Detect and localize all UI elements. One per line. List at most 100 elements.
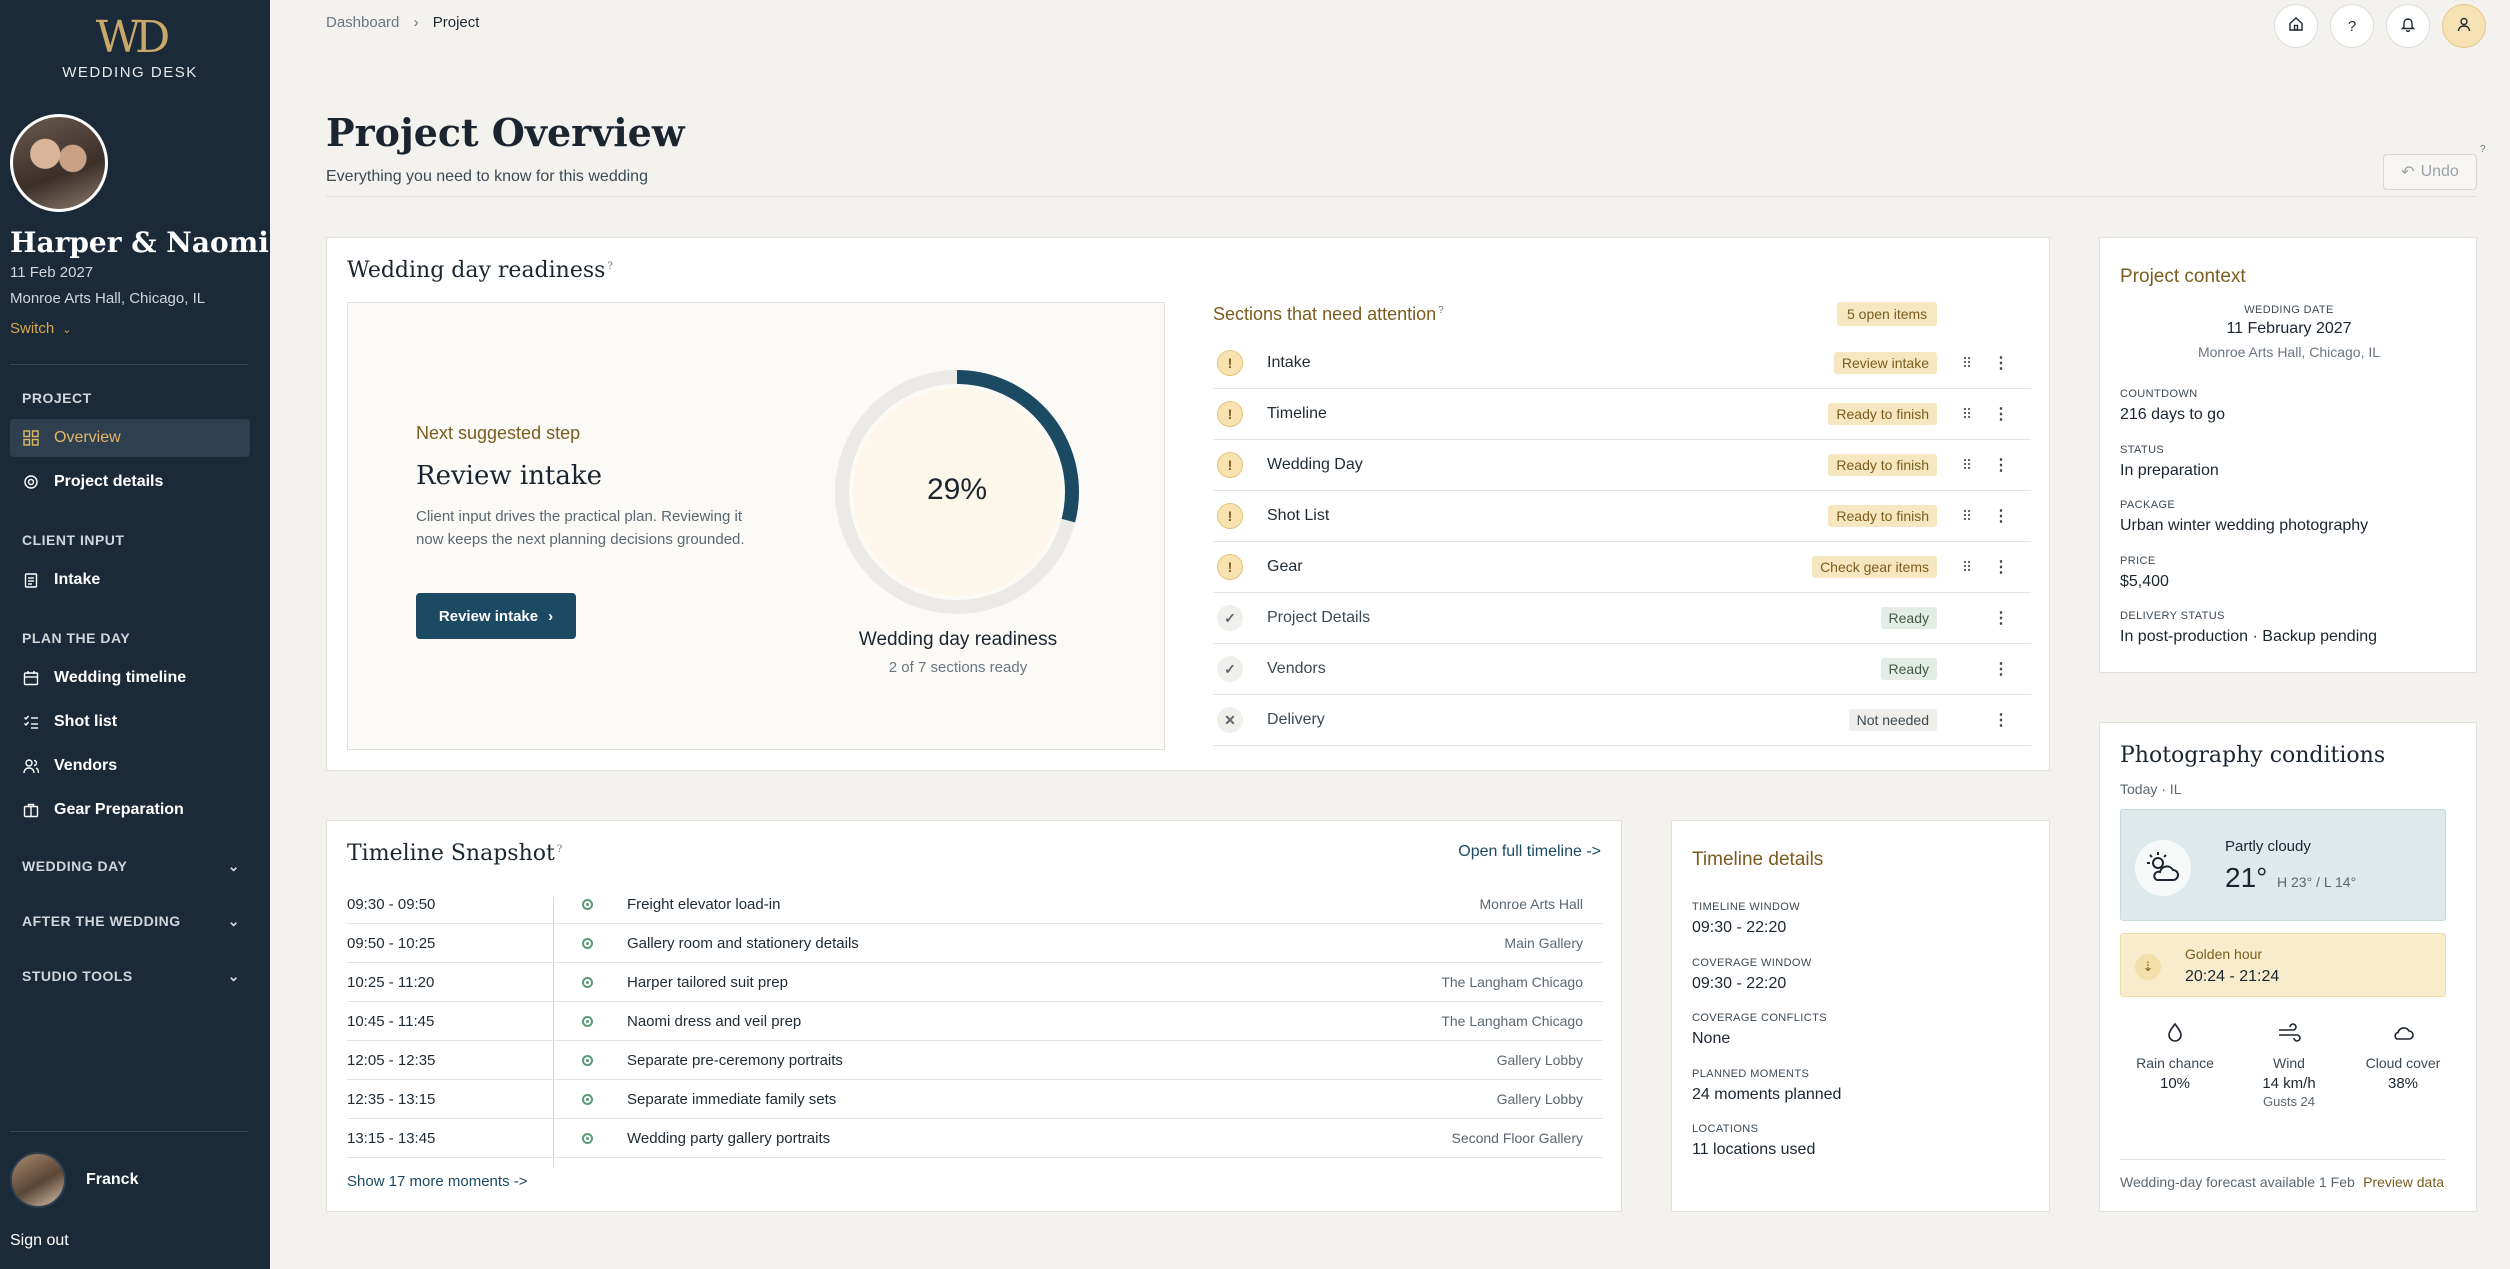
- field-value: 09:30 - 22:20: [1692, 975, 1787, 992]
- home-button[interactable]: [2274, 4, 2318, 48]
- review-intake-button[interactable]: Review intake ›: [416, 593, 576, 639]
- preview-data-link[interactable]: Preview data: [2363, 1174, 2444, 1190]
- ring-sublabel: 2 of 7 sections ready: [888, 659, 1028, 676]
- briefcase-icon: [22, 801, 40, 819]
- moment-title: Separate immediate family sets: [627, 1090, 837, 1108]
- photography-conditions-card: Photography conditions Today · IL Partly…: [2099, 722, 2477, 1212]
- timeline-row[interactable]: 09:30 - 09:50 Freight elevator load-in Mon…: [347, 885, 1603, 924]
- attention-row[interactable]: ! Gear Check gear items ⠿ ⋮: [1213, 542, 2031, 593]
- home-icon: [2288, 16, 2304, 37]
- ring-fill: [853, 388, 1061, 596]
- more-options-icon[interactable]: ⋮: [1993, 508, 2009, 525]
- more-options-icon[interactable]: ⋮: [1993, 610, 2009, 627]
- weather-temperature: 21°: [2225, 862, 2268, 893]
- rain-chance-metric: Rain chance 10%: [2120, 1019, 2230, 1092]
- sidebar-item-vendors[interactable]: Vendors: [10, 747, 250, 785]
- attention-row[interactable]: ! Timeline Ready to finish ⠿ ⋮: [1213, 389, 2031, 440]
- more-options-icon[interactable]: ⋮: [1993, 559, 2009, 576]
- field-label: TIMELINE WINDOW: [1692, 901, 1801, 913]
- timeline-row[interactable]: 10:25 - 11:20 Harper tailored suit prep Th…: [347, 963, 1603, 1002]
- sidebar-item-shot-list[interactable]: Shot list: [10, 703, 250, 741]
- timeline-snapshot-card: Timeline Snapshot? Open full timeline ->…: [326, 820, 1622, 1212]
- group-label: WEDDING DAY: [22, 858, 128, 874]
- status-field: STATUS In preparation: [2120, 444, 2219, 480]
- attention-row[interactable]: ✕ Delivery Not needed ⋮: [1213, 695, 2031, 746]
- timeline-row[interactable]: 10:45 - 11:45 Naomi dress and veil prep Th…: [347, 1002, 1603, 1041]
- metric-label: Wind: [2273, 1055, 2305, 1071]
- timeline-row[interactable]: 13:15 - 13:45 Wedding party gallery portr…: [347, 1119, 1603, 1158]
- golden-hour-value: 20:24 - 21:24: [2185, 968, 2280, 985]
- project-context-card: Project context WEDDING DATE 11 February…: [2099, 237, 2477, 673]
- attention-row[interactable]: ✓ Vendors Ready ⋮: [1213, 644, 2031, 695]
- wedding-date: 11 Feb 2027: [10, 264, 94, 281]
- section-client-input: CLIENT INPUT: [22, 532, 125, 548]
- sidebar: WD WEDDING DESK Harper & Naomi 11 Feb 20…: [0, 0, 270, 1269]
- help-icon[interactable]: ?: [556, 843, 563, 855]
- group-after-the-wedding[interactable]: AFTER THE WEDDING ⌄: [22, 913, 240, 930]
- readiness-card: Wedding day readiness? Next suggested st…: [326, 237, 2050, 771]
- account-button[interactable]: [2442, 4, 2486, 48]
- sidebar-item-overview[interactable]: Overview: [10, 419, 250, 457]
- sidebar-item-label: Wedding timeline: [54, 669, 187, 686]
- attention-row[interactable]: ✓ Project Details Ready ⋮: [1213, 593, 2031, 644]
- logo[interactable]: WD WEDDING DESK: [0, 14, 260, 82]
- more-options-icon[interactable]: ⋮: [1993, 355, 2009, 372]
- sunset-icon: ⇣: [2135, 954, 2161, 980]
- undo-button[interactable]: ↶ Undo: [2383, 154, 2477, 190]
- moment-time: 09:30 - 09:50: [347, 895, 436, 913]
- timeline-row[interactable]: 12:05 - 12:35 Separate pre-ceremony portr…: [347, 1041, 1603, 1080]
- user-profile[interactable]: Franck: [10, 1152, 138, 1208]
- breadcrumb-dashboard[interactable]: Dashboard: [326, 14, 400, 31]
- drag-handle-icon[interactable]: ⠿: [1961, 405, 1973, 422]
- users-icon: [22, 757, 40, 775]
- notifications-button[interactable]: [2386, 4, 2430, 48]
- timeline-row[interactable]: 09:50 - 10:25 Gallery room and stationery…: [347, 924, 1603, 963]
- drag-handle-icon[interactable]: ⠿: [1961, 558, 1973, 575]
- help-button[interactable]: ?: [2330, 4, 2374, 48]
- section-name: Wedding Day: [1267, 456, 1363, 473]
- field-value: Urban winter wedding photography: [2120, 517, 2369, 534]
- help-icon[interactable]: ?: [607, 260, 613, 272]
- attention-row[interactable]: ! Wedding Day Ready to finish ⠿ ⋮: [1213, 440, 2031, 491]
- warning-icon: !: [1217, 452, 1243, 478]
- attention-row[interactable]: ! Shot List Ready to finish ⠿ ⋮: [1213, 491, 2031, 542]
- more-options-icon[interactable]: ⋮: [1993, 712, 2009, 729]
- timeline-dot-icon: [547, 1093, 627, 1105]
- section-status-tag: Check gear items: [1812, 556, 1937, 578]
- field-value: 11 locations used: [1692, 1141, 1816, 1158]
- section-status-tag: Ready to finish: [1828, 403, 1937, 425]
- button-label: Review intake: [438, 607, 539, 625]
- sidebar-item-wedding-timeline[interactable]: Wedding timeline: [10, 659, 250, 697]
- section-name: Timeline: [1267, 405, 1327, 422]
- sidebar-item-project-details[interactable]: Project details: [10, 463, 250, 501]
- more-options-icon[interactable]: ⋮: [1993, 406, 2009, 423]
- sidebar-item-label: Shot list: [54, 713, 118, 730]
- sidebar-item-intake[interactable]: Intake: [10, 561, 250, 599]
- planned-moments-field: PLANNED MOMENTS 24 moments planned: [1692, 1068, 1841, 1104]
- attention-title: Sections that need attention?: [1213, 304, 1444, 325]
- help-icon[interactable]: ?: [1438, 305, 1444, 316]
- sidebar-item-gear-preparation[interactable]: Gear Preparation: [10, 791, 250, 829]
- switch-project-button[interactable]: Switch ⌄: [10, 320, 72, 337]
- droplet-icon: [2120, 1019, 2230, 1047]
- more-options-icon[interactable]: ⋮: [1993, 457, 2009, 474]
- sign-out-link[interactable]: Sign out: [10, 1232, 69, 1249]
- group-studio-tools[interactable]: STUDIO TOOLS ⌄: [22, 968, 240, 985]
- attention-row[interactable]: ! Intake Review intake ⠿ ⋮: [1213, 338, 2031, 389]
- help-icon[interactable]: ?: [2480, 144, 2486, 155]
- show-more-moments-link[interactable]: Show 17 more moments ->: [347, 1173, 528, 1190]
- sidebar-divider: [10, 1131, 248, 1132]
- group-wedding-day[interactable]: WEDDING DAY ⌄: [22, 858, 240, 875]
- sidebar-item-label: Gear Preparation: [54, 801, 184, 818]
- drag-handle-icon[interactable]: ⠿: [1961, 456, 1973, 473]
- section-status-tag: Not needed: [1848, 709, 1937, 731]
- more-options-icon[interactable]: ⋮: [1993, 661, 2009, 678]
- field-label: COVERAGE CONFLICTS: [1692, 1012, 1827, 1024]
- sidebar-item-label: Overview: [54, 429, 121, 446]
- open-full-timeline-link[interactable]: Open full timeline ->: [1458, 843, 1601, 860]
- drag-handle-icon[interactable]: ⠿: [1961, 354, 1973, 371]
- timeline-row[interactable]: 12:35 - 13:15 Separate immediate family s…: [347, 1080, 1603, 1119]
- package-field: PACKAGE Urban winter wedding photography: [2120, 499, 2368, 535]
- drag-handle-icon[interactable]: ⠿: [1961, 507, 1973, 524]
- conditions-title: Photography conditions: [2120, 743, 2386, 768]
